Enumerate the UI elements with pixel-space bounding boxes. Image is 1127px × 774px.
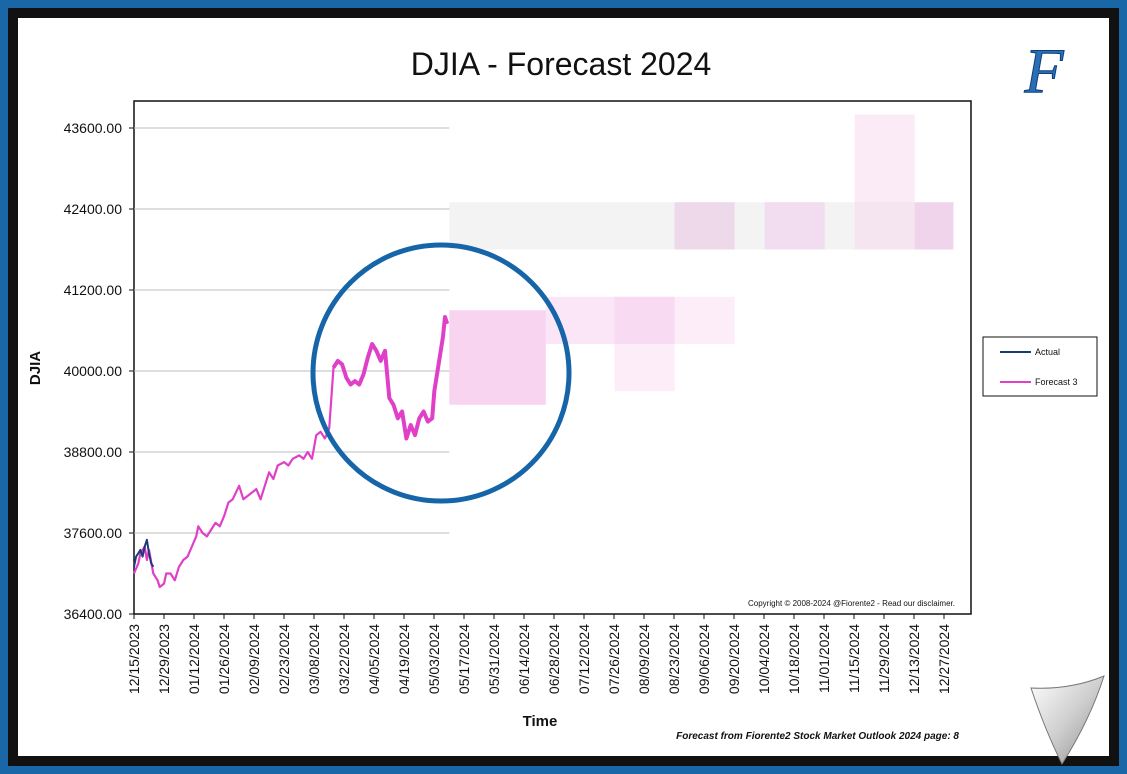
y-tick-label-5: 37600.00 xyxy=(64,525,123,541)
y-tick-label-0: 43600.00 xyxy=(64,120,123,136)
forecast-band-2 xyxy=(545,296,675,344)
x-tick-label-3: 01/26/2024 xyxy=(216,624,232,694)
y-tick-label-6: 36400.00 xyxy=(64,606,123,622)
forecast-band-6 xyxy=(764,202,825,250)
legend-label-actual: Actual xyxy=(1035,347,1060,357)
x-tick-label-18: 08/23/2024 xyxy=(666,624,682,694)
x-tick-label-0: 12/15/2023 xyxy=(126,624,142,694)
x-tick-label-22: 10/18/2024 xyxy=(786,624,802,694)
x-tick-label-10: 05/03/2024 xyxy=(426,624,442,694)
x-tick-label-27: 12/27/2024 xyxy=(936,624,952,694)
plot-area xyxy=(133,100,972,615)
series-lines xyxy=(132,315,450,589)
x-tick-label-20: 09/20/2024 xyxy=(726,624,742,694)
footer-text: Forecast from Fiorente2 Stock Market Out… xyxy=(676,731,959,742)
y-tick-label-4: 38800.00 xyxy=(64,444,123,460)
x-tick-label-23: 11/01/2024 xyxy=(816,624,832,693)
fiorente-logo: F xyxy=(1023,35,1065,107)
x-tick-label-21: 10/04/2024 xyxy=(756,624,772,694)
forecast-band-3 xyxy=(614,296,675,392)
forecast-band-8 xyxy=(914,202,954,250)
page-curl xyxy=(1030,675,1105,766)
x-tick-label-15: 07/12/2024 xyxy=(576,624,592,694)
x-tick-label-6: 03/08/2024 xyxy=(306,624,322,694)
x-tick-label-2: 01/12/2024 xyxy=(186,624,202,694)
forecast-band-4 xyxy=(674,296,735,344)
x-tick-label-12: 05/31/2024 xyxy=(486,624,502,694)
legend-label-forecast: Forecast 3 xyxy=(1035,377,1078,387)
x-tick-label-13: 06/14/2024 xyxy=(516,624,532,694)
y-tick-label-3: 40000.00 xyxy=(64,363,123,379)
x-tick-label-14: 06/28/2024 xyxy=(546,624,562,694)
x-tick-label-9: 04/19/2024 xyxy=(396,624,412,694)
x-tick-label-5: 02/23/2024 xyxy=(276,624,292,694)
x-tick-label-19: 09/06/2024 xyxy=(696,624,712,694)
x-tick-label-1: 12/29/2023 xyxy=(156,624,172,694)
legend-box xyxy=(982,336,1098,397)
forecast-band-1 xyxy=(449,310,546,405)
x-tick-label-17: 08/09/2024 xyxy=(636,624,652,694)
y-tick-label-2: 41200.00 xyxy=(64,282,123,298)
x-axis-ticks: 12/15/2023 12/29/2023 01/12/2024 01/26/2024… xyxy=(126,614,952,694)
x-tick-label-8: 04/05/2024 xyxy=(366,624,382,694)
y-axis-ticks: 43600.00 42400.00 41200.00 40000.00 38800.00… xyxy=(64,120,134,622)
x-tick-label-7: 03/22/2024 xyxy=(336,624,352,694)
logo-letter: F xyxy=(1023,35,1064,106)
chart-title: DJIA - Forecast 2024 xyxy=(411,46,712,82)
series-line-forecast-3-magnified xyxy=(331,315,450,441)
series-line-actual xyxy=(133,538,155,568)
x-tick-label-24: 11/15/2024 xyxy=(846,624,862,693)
x-tick-label-26: 12/13/2024 xyxy=(906,624,922,694)
y-axis-label: DJIA xyxy=(27,351,44,385)
forecast-band-5 xyxy=(674,202,735,250)
copyright-annotation: Copyright © 2008-2024 @Fiorente2 - Read … xyxy=(748,599,955,608)
x-tick-label-16: 07/26/2024 xyxy=(606,624,622,694)
gridlines xyxy=(134,127,450,534)
forecast-band-7 xyxy=(854,114,915,250)
legend: Actual Forecast 3 xyxy=(982,336,1098,397)
x-tick-label-4: 02/09/2024 xyxy=(246,624,262,694)
highlight-circle xyxy=(310,242,572,504)
x-axis-label: Time xyxy=(523,713,558,730)
x-tick-label-11: 05/17/2024 xyxy=(456,624,472,694)
x-tick-label-25: 11/29/2024 xyxy=(876,624,892,693)
y-tick-label-1: 42400.00 xyxy=(64,201,123,217)
forecast-bands xyxy=(449,114,954,405)
